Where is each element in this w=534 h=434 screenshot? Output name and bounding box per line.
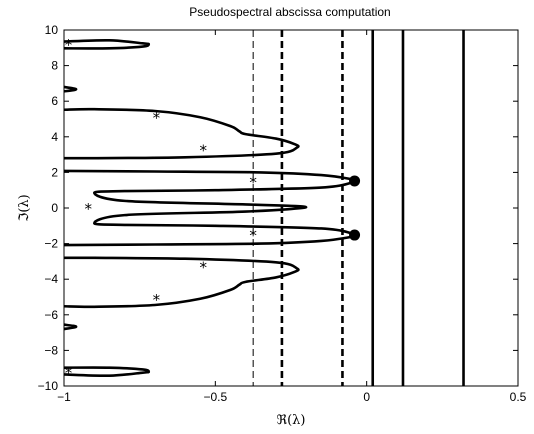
y-tick-label: 10: [45, 23, 59, 37]
y-tick-label: −2: [44, 237, 58, 251]
abscissa-point-2: [349, 229, 361, 241]
eigenvalue-marker-2: *: [153, 109, 161, 127]
y-tick-label: 8: [51, 59, 58, 73]
x-axis-label: ℜ(λ): [277, 413, 306, 428]
y-tick-label: 6: [51, 94, 58, 108]
x-tick-label: −0.5: [203, 390, 227, 404]
y-axis-label: ℑ(λ): [17, 194, 32, 221]
boundary-curve-6: [64, 85, 78, 93]
y-tick-label: 0: [51, 201, 58, 215]
eigenvalue-marker-4: *: [249, 173, 257, 191]
eigenvalue-marker-5: *: [84, 200, 92, 218]
y-tick-label: 4: [51, 130, 58, 144]
abscissa-point-1: [349, 175, 361, 187]
y-tick-label: −6: [44, 308, 58, 322]
plot-area: [64, 30, 465, 386]
x-tick-label: −1: [57, 390, 71, 404]
y-tick-label: −4: [44, 272, 58, 286]
eigenvalue-marker-1: *: [65, 36, 73, 54]
boundary-curve-2: [64, 323, 78, 331]
eigenvalue-marker-3: *: [199, 141, 207, 159]
boundary-curve-1: [64, 366, 151, 378]
boundary-curve-3: [64, 256, 300, 309]
eigenvalue-marker-8: *: [153, 291, 161, 309]
boundary-curve-7: [64, 38, 151, 50]
eigenvalue-marker-7: *: [199, 259, 207, 277]
y-tick-label: 2: [51, 165, 58, 179]
x-tick-label: 0: [363, 390, 370, 404]
y-tick-label: −10: [38, 379, 59, 393]
boundary-curve-4: [64, 169, 357, 247]
axis-ticks: −1 −0.5 0 0.5 −10 −8 −6 −4 −2 0 2 4 6 8 10: [38, 23, 527, 404]
chart-title: Pseudospectral abscissa computation: [189, 5, 390, 19]
eigenvalue-marker-6: *: [249, 227, 257, 245]
y-tick-label: −8: [44, 343, 58, 357]
eigenvalue-marker-9: *: [65, 364, 73, 382]
boundary-curve-5: [64, 107, 300, 160]
x-tick-label: 0.5: [510, 390, 527, 404]
